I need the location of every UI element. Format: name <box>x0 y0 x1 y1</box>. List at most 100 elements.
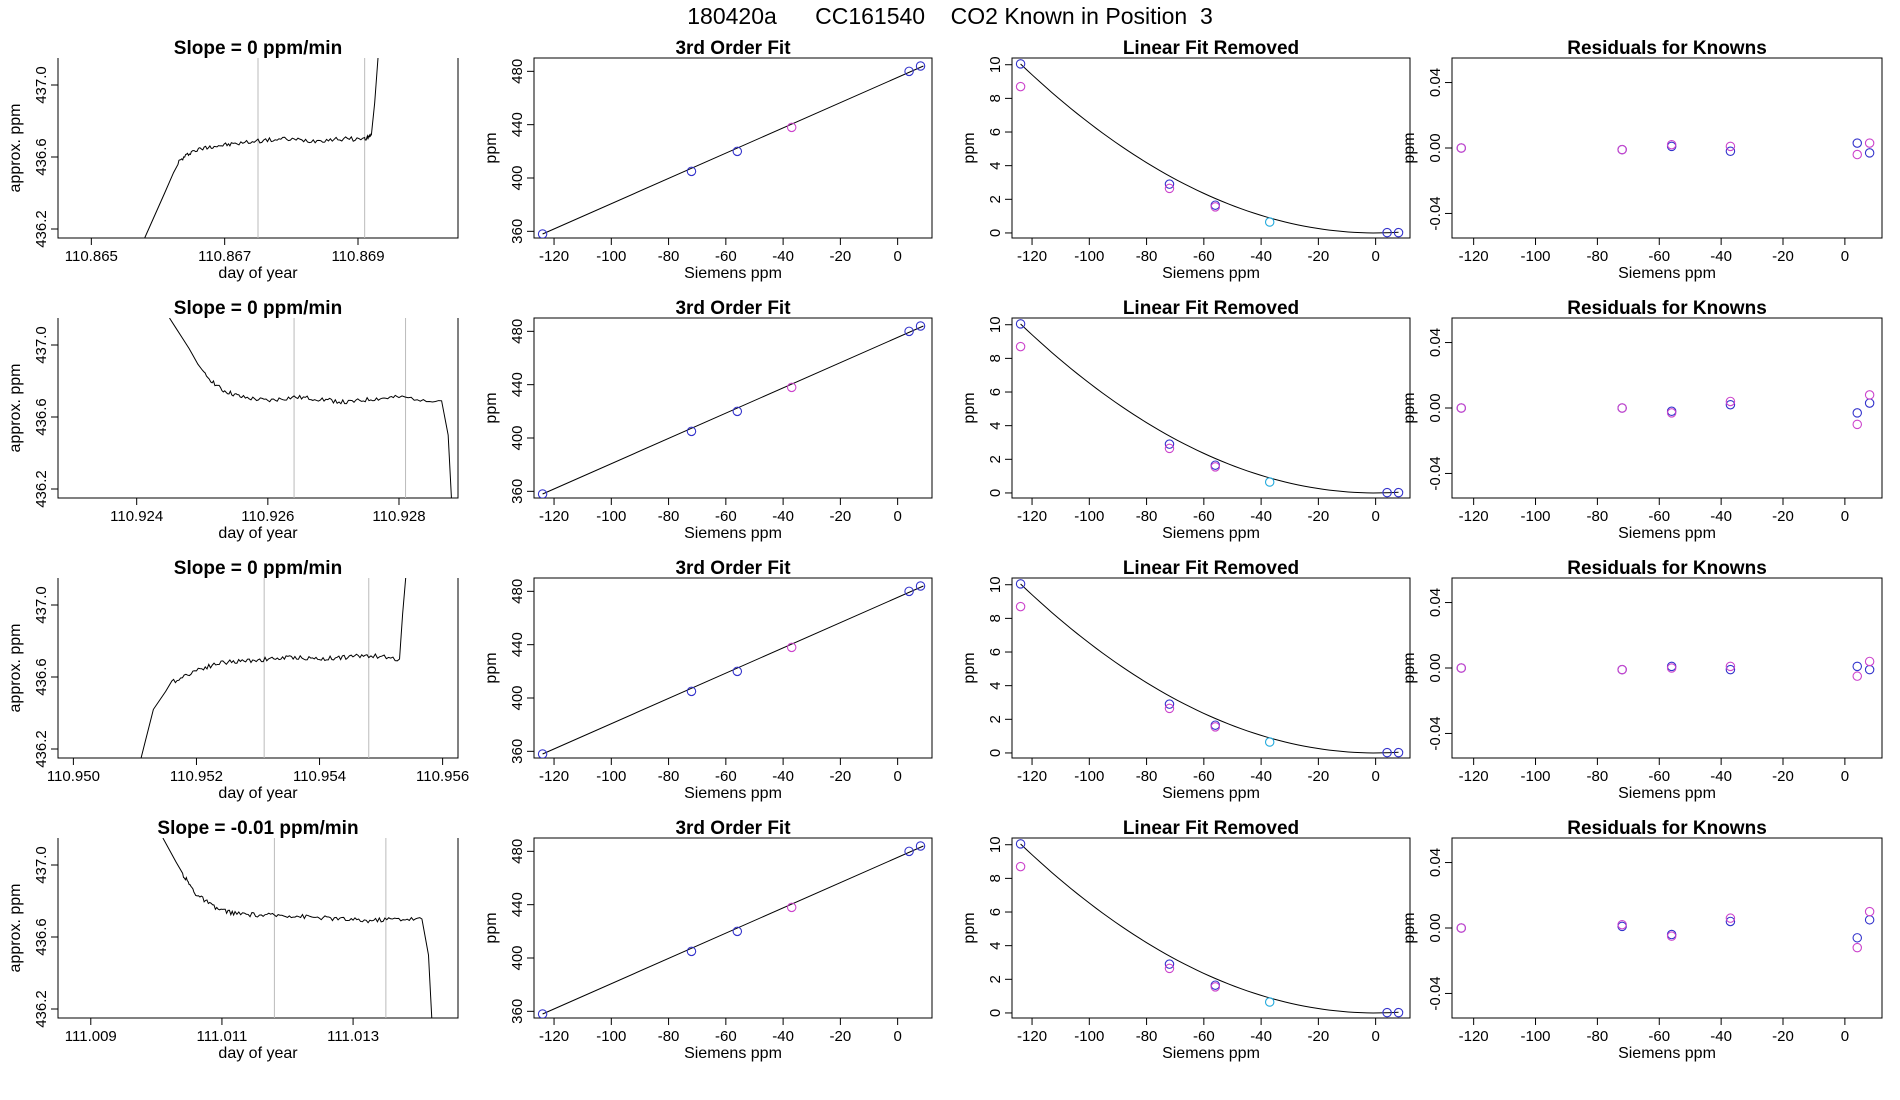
data-point <box>686 686 697 697</box>
x-tick-label: -20 <box>1772 768 1794 785</box>
y-tick-label: 0.04 <box>1427 328 1444 357</box>
data-point <box>1852 408 1863 418</box>
plot-frame <box>57 318 459 499</box>
y-tick-label: 0 <box>987 1009 1004 1017</box>
panel-r4-trace: Slope = -0.01 ppm/min 111.009 111.011 111.0… <box>7 818 459 1062</box>
x-tick-label: -20 <box>830 768 852 785</box>
x-tick-label: -20 <box>830 508 852 525</box>
x-tick-label: -40 <box>1710 1028 1732 1045</box>
x-tick-label: 0 <box>893 1028 901 1045</box>
y-tick-label: 8 <box>987 94 1004 102</box>
plot-frame <box>533 577 933 759</box>
y-tick-label: 437.0 <box>33 326 50 364</box>
panel-title: Linear Fit Removed <box>1123 818 1299 839</box>
data-point <box>1617 144 1627 155</box>
panel-title: Slope = -0.01 ppm/min <box>157 818 358 839</box>
x-axis-label: day of year <box>218 525 298 542</box>
data-point <box>1725 141 1736 152</box>
data-point <box>1015 319 1026 329</box>
data-point <box>1864 664 1875 675</box>
x-axis-label: day of year <box>218 1045 298 1062</box>
data-point <box>1015 839 1026 849</box>
data-point <box>1725 916 1736 927</box>
data-point <box>786 902 797 913</box>
y-tick-label: 6 <box>987 648 1004 656</box>
x-tick-label: -120 <box>539 1028 569 1045</box>
panel-r3-residuals: Residuals for Knowns -120 -100 -80 -60 -40 -20… <box>1401 558 1883 802</box>
x-tick-label: -120 <box>539 508 569 525</box>
y-tick-label: 2 <box>987 975 1004 983</box>
data-point <box>537 489 548 498</box>
plot-frame <box>533 317 933 499</box>
x-tick-label: -40 <box>1710 768 1732 785</box>
data-point <box>1393 487 1404 498</box>
y-tick-label: 10 <box>987 576 1004 593</box>
panel-title: Linear Fit Removed <box>1123 298 1299 319</box>
x-axis-label: Siemens ppm <box>684 1045 782 1062</box>
x-tick-label: 0 <box>893 248 901 265</box>
x-tick-label: -40 <box>1250 1028 1272 1045</box>
x-tick-label: 110.954 <box>293 768 346 785</box>
plot-frame <box>533 57 933 239</box>
data-point <box>686 166 697 177</box>
panel-title: Slope = 0 ppm/min <box>174 298 342 319</box>
data-point <box>1864 398 1875 408</box>
data-point <box>1456 143 1467 153</box>
x-tick-label: -80 <box>1587 768 1609 785</box>
panel-title: Linear Fit Removed <box>1123 38 1299 59</box>
y-tick-label: 480 <box>509 59 526 84</box>
data-point <box>537 749 548 758</box>
x-tick-label: -60 <box>1193 508 1215 525</box>
x-tick-label: 0 <box>893 768 901 785</box>
x-tick-label: -120 <box>1017 508 1047 525</box>
data-point <box>1210 982 1221 992</box>
x-tick-label: 0 <box>1841 508 1849 525</box>
data-point <box>1382 487 1392 498</box>
x-axis-label: Siemens ppm <box>1162 1045 1260 1062</box>
x-tick-label: -120 <box>539 248 569 265</box>
x-tick-label: -40 <box>772 248 794 265</box>
panel-title: Slope = 0 ppm/min <box>174 558 342 579</box>
y-tick-label: 0.04 <box>1427 68 1444 97</box>
x-tick-label: -120 <box>1017 768 1047 785</box>
y-tick-label: 0.04 <box>1427 848 1444 877</box>
x-tick-label: -80 <box>658 248 680 265</box>
y-axis-label: ppm <box>1401 392 1418 423</box>
x-tick-label: -100 <box>1074 1028 1104 1045</box>
x-tick-label: 110.867 <box>198 248 251 265</box>
y-tick-label: 400 <box>509 165 526 190</box>
data-point <box>1015 579 1026 589</box>
data-point <box>732 666 743 677</box>
y-tick-label: 436.2 <box>33 730 50 768</box>
y-tick-label: 440 <box>509 892 526 917</box>
x-tick-label: -80 <box>1136 248 1158 265</box>
x-tick-label: -80 <box>1136 1028 1158 1045</box>
plot-area <box>1456 906 1875 953</box>
y-tick-label: 0.00 <box>1427 393 1444 422</box>
x-tick-label: -120 <box>1459 1028 1489 1045</box>
x-tick-label: -120 <box>1017 248 1047 265</box>
plot-area <box>169 318 452 498</box>
panel-title: Linear Fit Removed <box>1123 558 1299 579</box>
x-axis-label: Siemens ppm <box>1162 785 1260 802</box>
data-point <box>1725 664 1736 675</box>
data-point <box>915 321 926 331</box>
x-tick-label: 0 <box>1371 508 1379 525</box>
data-point <box>1164 699 1175 709</box>
x-tick-label: -20 <box>830 1028 852 1045</box>
y-tick-label: 360 <box>509 739 526 764</box>
x-axis-label: Siemens ppm <box>1618 1045 1716 1062</box>
y-tick-label: 400 <box>509 945 526 970</box>
plot-frame <box>1451 57 1883 239</box>
y-tick-label: 360 <box>509 999 526 1024</box>
y-axis-label: approx. ppm <box>7 884 24 973</box>
data-point <box>1725 399 1736 410</box>
x-tick-label: -120 <box>1459 248 1489 265</box>
plot-area <box>144 58 379 238</box>
data-point <box>1864 138 1875 148</box>
x-tick-label: 0 <box>1371 1028 1379 1045</box>
y-axis-label: ppm <box>483 652 500 683</box>
y-axis-label: approx. ppm <box>7 104 24 193</box>
x-tick-label: 0 <box>1841 1028 1849 1045</box>
